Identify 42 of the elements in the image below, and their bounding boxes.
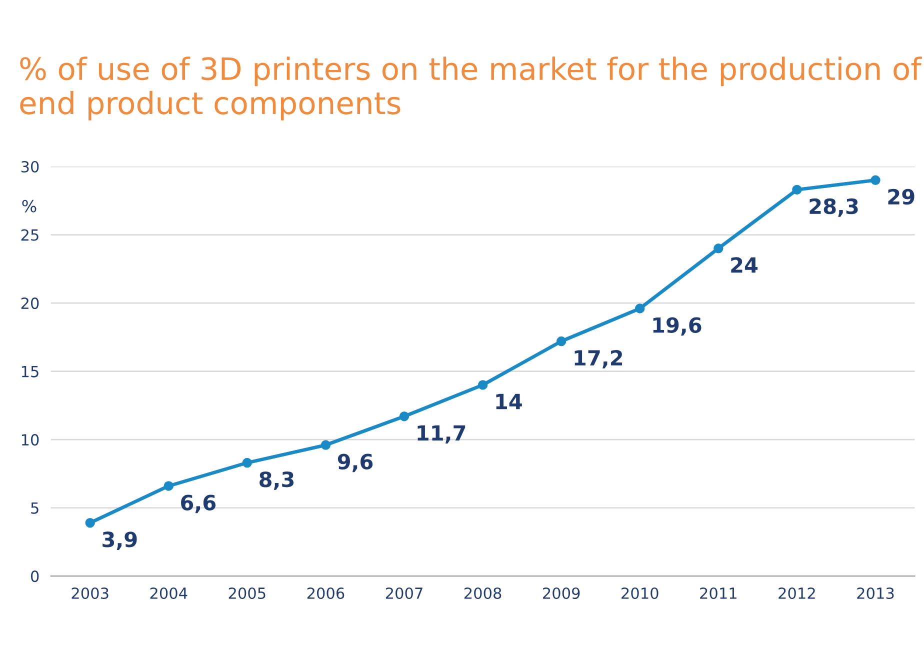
y-axis-title: % (22, 200, 36, 212)
point (85, 518, 95, 528)
point (556, 336, 566, 346)
x-tick-label: 2011 (700, 587, 736, 600)
data-label: 14 (496, 394, 522, 410)
x-tick-label: 2003 (72, 587, 108, 600)
data-label: 28,3 (810, 198, 858, 217)
y-tick-label: 30 (21, 160, 39, 173)
point (320, 440, 331, 450)
data-label: 11,7 (418, 425, 466, 444)
data-label: 8,3 (260, 471, 294, 490)
x-tick-label: 2007 (386, 587, 422, 600)
data-label: 17,2 (574, 350, 622, 368)
data-label: 3,9 (102, 532, 137, 550)
data-label: 24 (731, 257, 758, 273)
x-tick-label: 2008 (464, 587, 502, 600)
x-tick-label: 2012 (778, 587, 815, 600)
x-tick-label: 2005 (228, 587, 266, 600)
point (478, 380, 488, 390)
data-label: 9,6 (338, 454, 373, 472)
x-tick-label: 2009 (543, 587, 580, 600)
point (635, 304, 645, 314)
x-tick-label: 2010 (622, 587, 658, 600)
y-tick-label: 0 (30, 570, 39, 582)
y-tick-label: 25 (21, 229, 38, 241)
data-label: 19,6 (653, 317, 702, 336)
y-tick-label: 20 (21, 297, 39, 310)
point (792, 184, 802, 195)
y-tick-label: 5 (31, 502, 38, 514)
y-tick-label: 15 (22, 366, 38, 378)
y-tick-label: 10 (22, 434, 39, 446)
data-label: 6,6 (181, 494, 216, 514)
x-tick-label: 2013 (857, 587, 894, 600)
x-tick-label: 2004 (150, 587, 188, 600)
point (242, 458, 252, 468)
data-label: 29 (888, 188, 914, 205)
point (164, 481, 174, 491)
point (714, 244, 724, 254)
x-tick-label: 2006 (307, 587, 344, 600)
point (870, 175, 880, 186)
chart-title: % of use of 3D printers on the market for the production of end product components (20, 56, 922, 120)
point (399, 411, 410, 422)
